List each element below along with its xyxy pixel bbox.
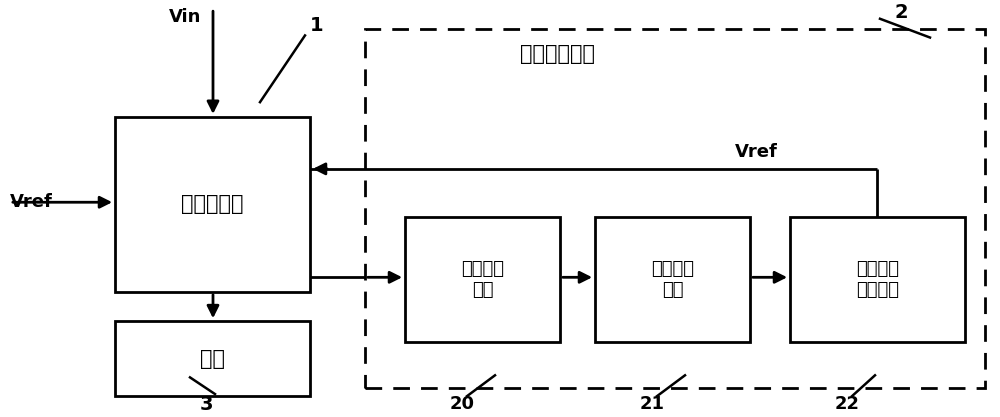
Text: 22: 22 <box>835 395 860 414</box>
Bar <box>405 217 560 342</box>
Bar <box>595 217 750 342</box>
Text: 20: 20 <box>450 395 475 414</box>
Text: 3: 3 <box>200 395 214 414</box>
Text: 负载: 负载 <box>200 349 225 369</box>
Text: 数位控制
模块: 数位控制 模块 <box>651 260 694 299</box>
Text: 电压传感
模块: 电压传感 模块 <box>461 260 504 299</box>
Text: Vref: Vref <box>10 193 53 211</box>
Text: 2: 2 <box>895 3 909 22</box>
Text: Vin: Vin <box>169 8 201 26</box>
Text: 21: 21 <box>640 395 665 414</box>
Text: 参考电压
控制模块: 参考电压 控制模块 <box>856 260 899 299</box>
Text: 源极随耦器: 源极随耦器 <box>181 194 244 214</box>
Bar <box>365 29 985 388</box>
Bar <box>115 117 310 292</box>
Bar <box>790 217 965 342</box>
Bar <box>115 321 310 396</box>
Text: Vref: Vref <box>735 143 778 161</box>
Text: 电压校正单元: 电压校正单元 <box>520 44 595 64</box>
Text: 1: 1 <box>310 15 324 35</box>
